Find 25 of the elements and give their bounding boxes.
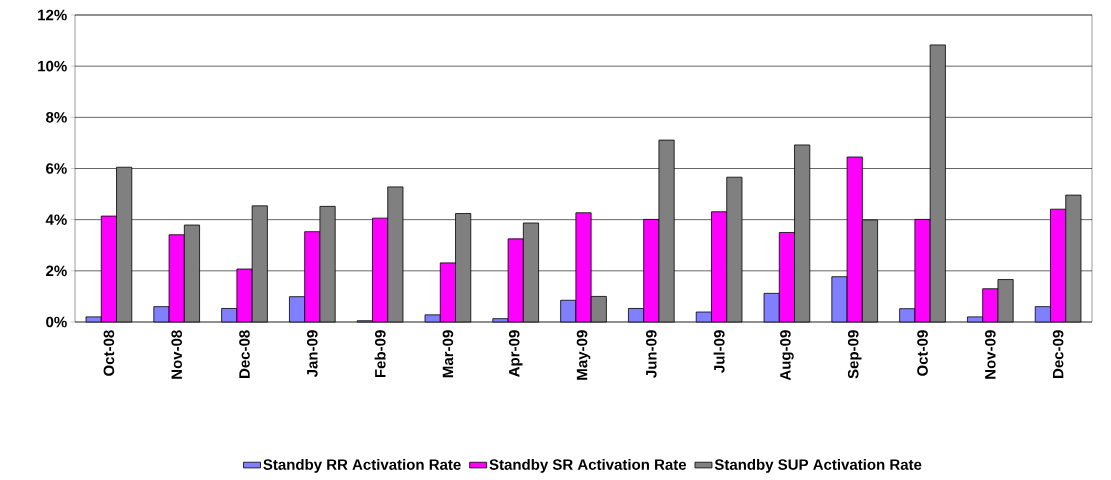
- x-tick-label: Oct-08: [103, 330, 115, 376]
- x-tick-label: May-09: [576, 330, 591, 380]
- y-tick-label: 12%: [38, 9, 67, 21]
- y-tick-label: 6%: [46, 163, 67, 174]
- y-tick-label: 8%: [46, 112, 67, 123]
- legend-label: Standby SUP Activation Rate: [714, 458, 922, 473]
- legend-label: Standby SR Activation Rate: [489, 458, 687, 473]
- x-tick-label: Aug-09: [780, 330, 794, 381]
- x-tick-label: Apr-09: [508, 330, 523, 377]
- y-tick-label: 0%: [46, 316, 67, 328]
- x-tick-label: Nov-08: [171, 330, 183, 379]
- x-tick-label: Sep-09: [847, 330, 862, 379]
- legend-label: Standby RR Activation Rate: [263, 458, 461, 473]
- x-tick-label: Dec-09: [1052, 330, 1064, 378]
- x-tick-label: Jul-09: [713, 330, 725, 373]
- x-tick-label: Oct-09: [917, 330, 928, 376]
- y-tick-label: 4%: [45, 214, 67, 225]
- x-tick-label: Nov-09: [985, 330, 996, 379]
- x-tick-label: Jan-09: [307, 330, 318, 378]
- y-tick-label: 2%: [46, 265, 67, 277]
- x-tick-label: Dec-08: [239, 330, 250, 378]
- x-tick-label: Feb-09: [374, 330, 386, 378]
- x-tick-label: Jun-09: [646, 330, 657, 378]
- y-tick-label: 10%: [38, 60, 67, 72]
- x-tick-label: Mar-09: [442, 330, 454, 378]
